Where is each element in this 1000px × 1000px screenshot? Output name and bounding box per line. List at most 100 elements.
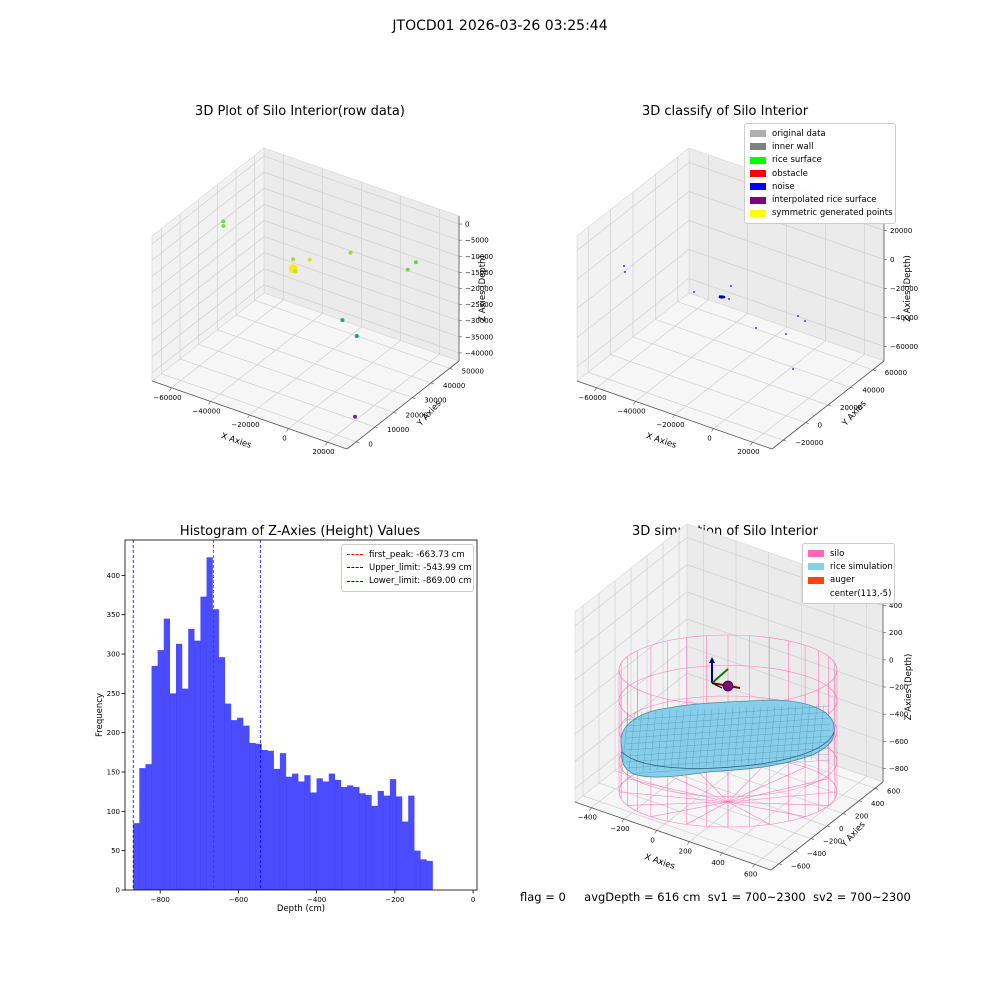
legend-swatch bbox=[750, 143, 766, 151]
y-tick-label: 30000 bbox=[424, 397, 446, 405]
y-tick-label: 20000 bbox=[840, 404, 862, 412]
figure-title: JTOCD01 2026-03-26 03:25:44 bbox=[392, 18, 608, 34]
y-gridline bbox=[655, 174, 851, 388]
data-point bbox=[405, 267, 410, 272]
auger-marker bbox=[722, 680, 734, 692]
y-tick-label: 400 bbox=[871, 800, 884, 808]
y-tick bbox=[356, 441, 360, 443]
legend-item: symmetric generated points bbox=[750, 207, 893, 220]
z-arrow-head bbox=[709, 657, 715, 663]
noise-point bbox=[624, 271, 626, 273]
histogram-bar bbox=[139, 768, 146, 890]
z-tick-label: −600 bbox=[889, 738, 908, 746]
x-tick-label: 200 bbox=[679, 848, 692, 856]
histogram-bar bbox=[206, 557, 213, 890]
z-gridline bbox=[151, 204, 460, 293]
histogram-bar bbox=[414, 850, 421, 890]
legend-item: obstacle bbox=[750, 167, 890, 180]
histogram-bar bbox=[133, 823, 140, 890]
legend-item: center(113,-5) bbox=[808, 587, 891, 600]
z-tick-label: 200 bbox=[889, 629, 902, 637]
rice-mesh-line bbox=[625, 741, 831, 757]
y-tick-label: 50 bbox=[111, 847, 120, 855]
x-tick bbox=[654, 830, 657, 834]
histogram-bar bbox=[255, 743, 262, 890]
rice-mesh-line bbox=[656, 710, 664, 770]
noise-point bbox=[785, 333, 787, 335]
z-gridline bbox=[151, 155, 460, 245]
plot2-title: 3D classify of Silo Interior bbox=[641, 104, 809, 119]
y-tick bbox=[449, 368, 453, 370]
y-tick bbox=[412, 397, 416, 399]
histogram-bar bbox=[408, 795, 415, 890]
legend-swatch bbox=[750, 196, 766, 204]
histogram-bar bbox=[426, 860, 433, 890]
histogram-bar bbox=[145, 764, 152, 890]
histogram-bar bbox=[420, 859, 427, 890]
y-gridline bbox=[598, 593, 796, 852]
legend-item: inner wall bbox=[750, 140, 890, 153]
x-gridline bbox=[327, 209, 440, 443]
histogram-bar bbox=[224, 703, 232, 890]
legend-line bbox=[347, 567, 363, 569]
flag-text: flag = 0 bbox=[520, 890, 566, 904]
legend-swatch bbox=[750, 183, 766, 191]
plot2-legend: original data inner wall rice surface ob… bbox=[744, 123, 896, 225]
histogram-bar bbox=[316, 778, 323, 890]
legend-item: silo bbox=[808, 547, 889, 560]
y-tick bbox=[810, 838, 815, 840]
silo-bottom-line bbox=[727, 791, 838, 803]
x-tick-label: −200 bbox=[610, 825, 629, 833]
histogram-bar bbox=[151, 665, 158, 890]
z-tick-label: 400 bbox=[889, 602, 902, 610]
y-tick bbox=[872, 369, 876, 372]
data-point bbox=[293, 269, 298, 274]
z-tick-label: −20000 bbox=[465, 285, 493, 293]
x-tick bbox=[247, 414, 250, 419]
z-tick-label: −800 bbox=[889, 765, 908, 773]
rice-mesh-line bbox=[691, 709, 699, 768]
data-point bbox=[348, 250, 353, 255]
x-gridline bbox=[713, 195, 826, 429]
histogram-bar bbox=[395, 796, 403, 890]
y-tick-label: 400 bbox=[107, 572, 120, 580]
y-tick bbox=[393, 412, 397, 414]
legend-item: first_peak: -663.73 cm bbox=[347, 548, 468, 561]
histogram-bar bbox=[163, 618, 171, 890]
rice-mesh bbox=[621, 704, 831, 775]
histogram-bar bbox=[194, 640, 201, 890]
x-tick-label: −20000 bbox=[231, 421, 259, 429]
y-tick-label: 40000 bbox=[862, 386, 884, 394]
histogram-bar bbox=[353, 786, 360, 890]
rice-mesh-line bbox=[625, 711, 831, 727]
z-gridline bbox=[151, 220, 460, 309]
z-gridline bbox=[151, 284, 460, 374]
histogram-bar bbox=[383, 795, 391, 890]
center-marker bbox=[711, 682, 723, 689]
legend-swatch bbox=[750, 170, 766, 178]
histogram-bar bbox=[285, 776, 293, 890]
histogram-bar bbox=[340, 786, 348, 890]
sv2-text: sv2 = 700~2300 bbox=[812, 890, 911, 904]
histogram-frame bbox=[124, 539, 478, 891]
histogram-bar bbox=[243, 725, 250, 890]
legend-swatch bbox=[808, 590, 824, 597]
z-gridline bbox=[151, 268, 460, 358]
y-tick-label: 200 bbox=[107, 729, 120, 737]
y-tick-label: 60000 bbox=[885, 369, 907, 377]
x-tick bbox=[687, 841, 690, 845]
x-axis-line bbox=[574, 801, 772, 871]
z-gridline bbox=[151, 171, 460, 261]
rice-mesh-line bbox=[625, 735, 831, 751]
data-point bbox=[221, 224, 226, 228]
z-gridline bbox=[576, 278, 885, 367]
z-gridline bbox=[576, 191, 885, 280]
y-tick-label: 20000 bbox=[406, 411, 428, 419]
x-gridline bbox=[249, 182, 362, 416]
histogram-bar bbox=[175, 643, 183, 890]
data-point bbox=[413, 260, 418, 265]
x-tick-label: −400 bbox=[578, 814, 597, 822]
x-tick bbox=[621, 818, 625, 823]
rice-mesh-line bbox=[712, 708, 720, 767]
